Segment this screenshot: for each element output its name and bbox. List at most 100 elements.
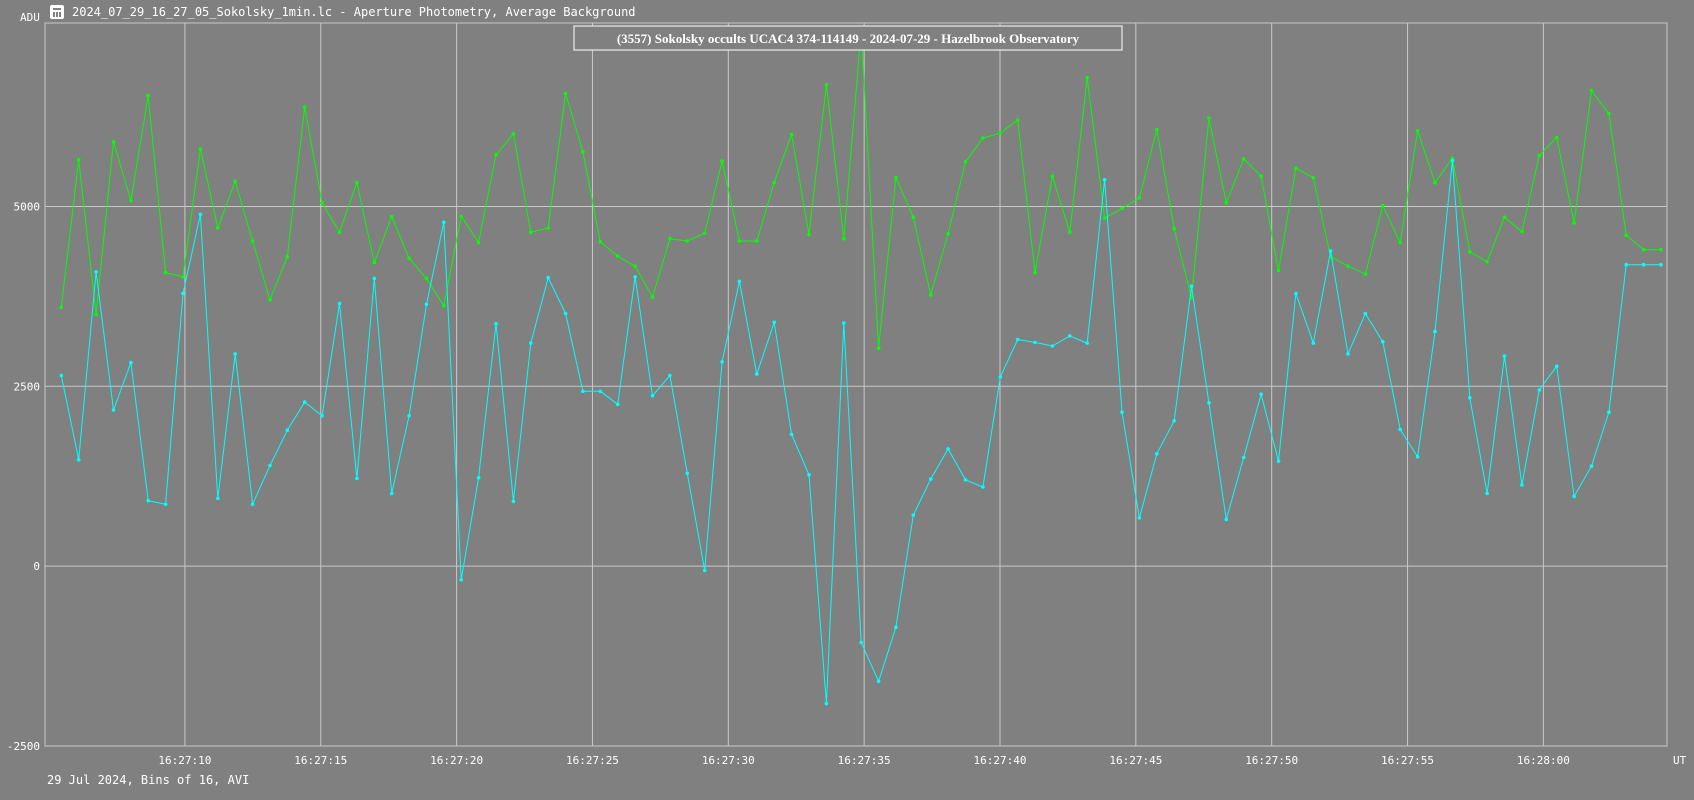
data-point xyxy=(1207,401,1211,405)
data-point xyxy=(1276,268,1281,273)
data-point xyxy=(1485,260,1489,264)
data-point xyxy=(737,239,742,243)
data-point xyxy=(1520,483,1524,487)
data-point xyxy=(650,393,655,398)
data-point xyxy=(1537,153,1542,158)
data-point xyxy=(163,502,168,507)
data-point xyxy=(894,625,898,630)
data-point xyxy=(981,136,985,140)
data-point xyxy=(494,321,498,326)
data-point xyxy=(129,360,133,365)
window-title-bar: 2024_07_29_16_27_05_Sokolsky_1min.lc - A… xyxy=(50,3,636,21)
data-point xyxy=(302,400,307,404)
data-point xyxy=(1033,270,1037,275)
data-point xyxy=(1520,229,1524,234)
x-tick-label: 16:27:20 xyxy=(430,754,483,767)
light-curve-app-icon xyxy=(50,5,64,19)
data-point xyxy=(563,91,568,96)
data-point xyxy=(1068,230,1072,235)
data-point xyxy=(633,275,637,279)
data-point xyxy=(1241,157,1246,161)
data-point xyxy=(233,352,237,356)
data-point xyxy=(720,360,724,364)
data-point xyxy=(1415,129,1420,133)
x-tick-label: 16:27:15 xyxy=(294,754,347,767)
data-point xyxy=(1468,250,1472,254)
data-point xyxy=(1468,396,1472,400)
data-point xyxy=(1294,166,1298,171)
data-point xyxy=(1050,344,1055,348)
data-point xyxy=(1120,206,1124,211)
data-point xyxy=(598,389,603,394)
data-point xyxy=(1589,88,1594,93)
data-point xyxy=(928,477,933,481)
data-point xyxy=(824,83,829,87)
data-point xyxy=(876,679,881,684)
data-point xyxy=(146,498,150,503)
data-point xyxy=(389,214,394,219)
data-point xyxy=(1485,491,1489,496)
data-point xyxy=(1241,455,1246,460)
series-comparison xyxy=(59,158,1663,706)
data-point xyxy=(1015,337,1020,342)
data-point xyxy=(320,201,324,205)
data-point xyxy=(111,408,116,412)
data-point xyxy=(1554,135,1559,140)
x-tick-label: 16:28:00 xyxy=(1517,754,1570,767)
data-point xyxy=(511,499,516,504)
data-point xyxy=(424,302,429,307)
data-point xyxy=(946,232,950,236)
data-point xyxy=(668,373,672,378)
x-tick-label: 16:27:30 xyxy=(702,754,755,767)
data-point xyxy=(511,132,516,136)
chart-series-layer xyxy=(59,28,1663,706)
x-tick-label: 16:27:45 xyxy=(1109,754,1162,767)
data-point xyxy=(1155,127,1159,132)
data-point xyxy=(337,301,342,306)
x-tick-label: 16:27:40 xyxy=(974,754,1027,767)
data-point xyxy=(1346,264,1350,269)
data-point xyxy=(1137,516,1142,520)
data-point xyxy=(442,303,446,308)
data-point xyxy=(1120,410,1124,415)
data-point xyxy=(424,276,429,281)
data-point xyxy=(755,372,759,376)
data-point xyxy=(250,502,255,507)
data-point xyxy=(1259,392,1263,397)
data-point xyxy=(372,260,377,265)
data-point xyxy=(598,239,603,244)
data-point xyxy=(372,276,377,281)
data-point xyxy=(1659,262,1663,267)
data-point xyxy=(268,463,272,468)
data-point xyxy=(181,275,185,279)
data-point xyxy=(94,312,98,317)
x-tick-label: 16:27:55 xyxy=(1381,754,1434,767)
data-point xyxy=(876,346,881,351)
data-point xyxy=(320,414,324,418)
data-point xyxy=(859,640,863,645)
data-point xyxy=(546,275,550,280)
data-point xyxy=(807,232,811,237)
data-point xyxy=(1207,116,1211,120)
data-point xyxy=(529,230,533,235)
data-point xyxy=(789,132,794,137)
data-point xyxy=(702,568,707,573)
data-point xyxy=(1607,111,1611,116)
y-tick-label: 2500 xyxy=(14,380,41,393)
chart-title: (3557) Sokolsky occults UCAC4 374-114149… xyxy=(617,31,1080,46)
chart-title-box: (3557) Sokolsky occults UCAC4 374-114149… xyxy=(573,25,1123,51)
data-point xyxy=(76,457,81,462)
data-point xyxy=(1224,517,1229,522)
data-point xyxy=(407,414,411,418)
data-point xyxy=(1311,175,1316,180)
y-tick-label: 0 xyxy=(33,560,40,573)
data-point xyxy=(1398,240,1402,245)
data-point xyxy=(772,320,776,325)
data-point xyxy=(755,239,759,243)
data-point xyxy=(772,180,776,185)
data-point xyxy=(894,175,898,180)
window-title: 2024_07_29_16_27_05_Sokolsky_1min.lc - A… xyxy=(72,5,636,19)
data-point xyxy=(1276,459,1281,463)
data-point xyxy=(1328,249,1333,253)
data-point xyxy=(1050,174,1055,178)
